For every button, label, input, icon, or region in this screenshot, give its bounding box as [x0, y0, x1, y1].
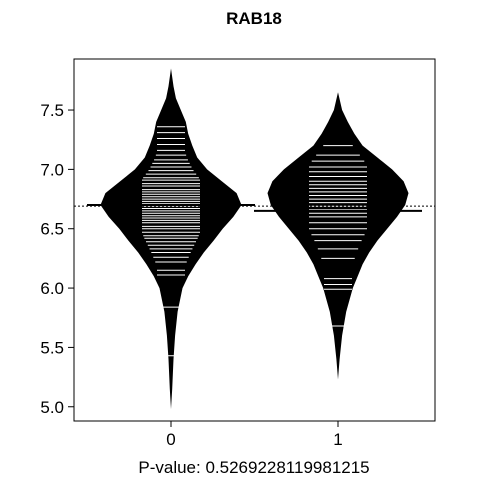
means-layer	[87, 203, 422, 212]
y-tick-label: 5.5	[40, 338, 64, 357]
y-tick-label: 7.0	[40, 160, 64, 179]
x-tick-label: 1	[333, 430, 342, 449]
plot-frame	[73, 58, 436, 422]
x-tick-label: 0	[166, 430, 175, 449]
y-tick-label: 6.0	[40, 279, 64, 298]
y-tick-label: 6.5	[40, 220, 64, 239]
chart-title: RAB18	[226, 9, 282, 28]
y-axis: 5.0 5.5 6.0 6.5 7.0 7.5	[40, 101, 74, 417]
y-tick-label: 5.0	[40, 398, 64, 417]
y-tick-label: 7.5	[40, 101, 64, 120]
beans-layer	[100, 68, 409, 410]
bean-group-0	[100, 68, 242, 410]
bean-group-1	[267, 92, 409, 380]
x-axis-label: P-value: 0.5269228119981215	[138, 458, 369, 477]
